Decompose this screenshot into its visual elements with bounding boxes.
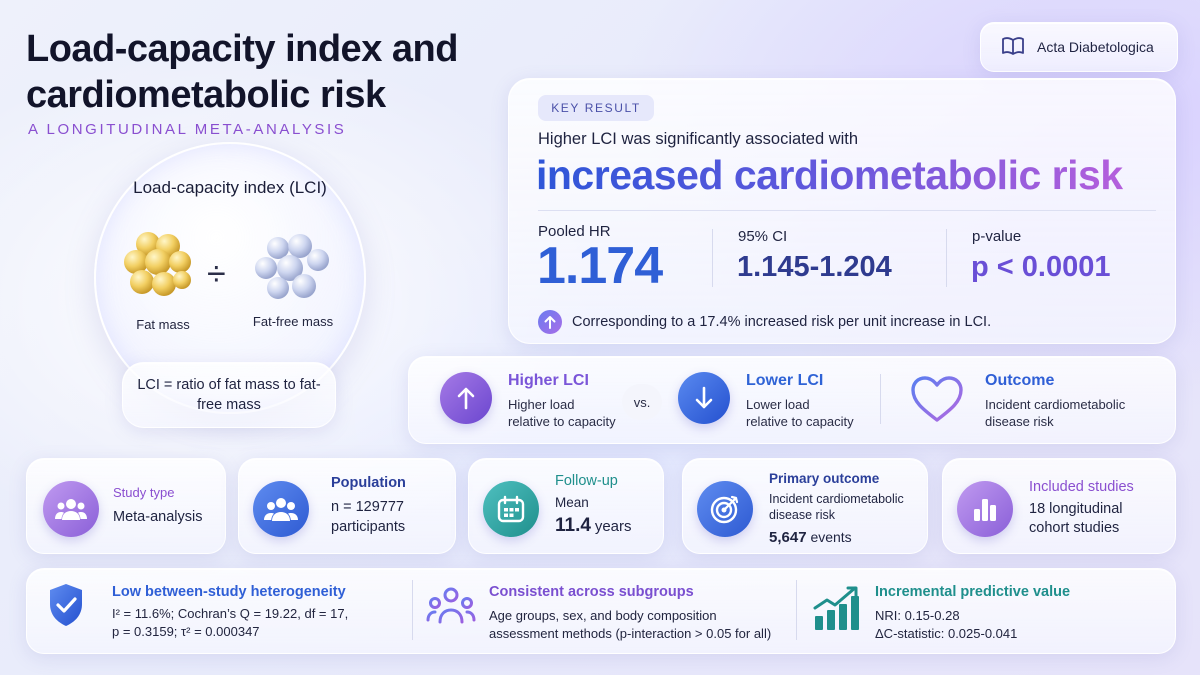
heterogeneity-line2: p = 0.3159; τ² = 0.000347 — [112, 624, 260, 639]
lci-definition-text: LCI = ratio of fat mass to fat-free mass — [137, 377, 321, 413]
predictive-title: Incremental predictive value — [875, 584, 1071, 600]
heterogeneity-title: Low between-study heterogeneity — [112, 584, 346, 600]
arrow-up-icon — [538, 310, 562, 334]
divider — [796, 580, 797, 640]
bottom-panel — [26, 568, 1176, 654]
divider — [712, 229, 713, 287]
subgroups-line1: Age groups, sex, and body composition — [489, 608, 717, 623]
page-subtitle: A LONGITUDINAL META-ANALYSIS — [28, 121, 347, 138]
p-value: p < 0.0001 — [971, 251, 1111, 283]
population-count: n = 129777 — [331, 499, 404, 515]
people-group-icon — [43, 481, 99, 537]
pooled-hr-label: Pooled HR — [538, 223, 611, 240]
lower-lci-line2: relative to capacity — [746, 414, 854, 429]
events-count: 5,647 — [769, 529, 807, 546]
divide-icon: ÷ — [207, 255, 226, 293]
lower-lci-title: Lower LCI — [746, 372, 824, 389]
target-icon — [697, 481, 753, 537]
footnote-text: Corresponding to a 17.4% increased risk … — [572, 314, 992, 330]
study-type-value: Meta-analysis — [113, 509, 203, 525]
p-value-label: p-value — [972, 228, 1022, 245]
divider — [538, 210, 1156, 211]
higher-lci-desc: Higher load relative to capacity — [508, 396, 616, 430]
comparison-panel — [408, 356, 1176, 444]
followup-years: 11.4 — [555, 515, 591, 536]
study-type-label: Study type — [113, 485, 175, 500]
calendar-icon — [483, 481, 539, 537]
page-title: Load-capacity index and cardiometabolic … — [26, 28, 458, 116]
bar-chart-icon — [957, 481, 1013, 537]
vs-badge: vs. — [622, 384, 662, 420]
subgroups-title: Consistent across subgroups — [489, 584, 694, 600]
study-type-card: Study type Meta-analysis — [26, 458, 226, 554]
ci-label: 95% CI — [738, 228, 788, 245]
journal-name: Acta Diabetologica — [1037, 39, 1154, 55]
book-icon — [1001, 36, 1025, 59]
divider — [880, 374, 881, 424]
included-studies-line2: cohort studies — [1029, 520, 1120, 536]
ci-value: 1.145-1.204 — [737, 251, 892, 283]
followup-unit: years — [594, 518, 632, 535]
primary-outcome-line2: disease risk — [769, 508, 835, 522]
events-unit: events — [810, 529, 852, 545]
divider — [412, 580, 413, 640]
followup-value: 11.4 years — [555, 515, 632, 537]
lower-lci-desc: Lower load relative to capacity — [746, 396, 854, 430]
divider — [946, 229, 947, 287]
lci-definition: LCI = ratio of fat mass to fat-free mass — [122, 362, 336, 428]
heterogeneity-line1: I² = 11.6%; Cochran’s Q = 19.22, df = 17… — [112, 606, 349, 621]
key-result-footnote: Corresponding to a 17.4% increased risk … — [538, 310, 991, 334]
arrow-down-icon — [678, 372, 730, 424]
subgroups-line2: assessment methods (p-interaction > 0.05… — [489, 626, 772, 641]
lower-lci-line1: Lower load — [746, 397, 810, 412]
followup-mean: Mean — [555, 495, 589, 510]
predictive-text: NRI: 0.15-0.28 ΔC-statistic: 0.025-0.041 — [875, 607, 1017, 643]
fat-free-mass-icon — [252, 230, 334, 306]
predictive-line2: ΔC-statistic: 0.025-0.041 — [875, 626, 1018, 641]
population-unit: participants — [331, 519, 406, 535]
people-network-icon — [426, 586, 476, 631]
higher-lci-title: Higher LCI — [508, 372, 589, 389]
outcome-line2: disease risk — [985, 414, 1054, 429]
outcome-desc: Incident cardiometabolic disease risk — [985, 396, 1125, 430]
higher-lci-line1: Higher load — [508, 397, 575, 412]
higher-lci-line2: relative to capacity — [508, 414, 616, 429]
included-studies-label: Included studies — [1029, 479, 1134, 495]
subgroups-text: Age groups, sex, and body composition as… — [489, 607, 771, 643]
pooled-hr-value: 1.174 — [537, 237, 663, 295]
followup-label: Follow-up — [555, 473, 618, 489]
fat-free-mass-label: Fat-free mass — [252, 314, 334, 329]
shield-check-icon — [46, 582, 86, 633]
included-studies-card: Included studies 18 longitudinal cohort … — [942, 458, 1176, 554]
fat-mass-icon — [118, 226, 198, 306]
arrow-up-icon — [440, 372, 492, 424]
primary-outcome-label: Primary outcome — [769, 471, 880, 486]
primary-outcome-line1: Incident cardiometabolic — [769, 492, 904, 506]
population-card: Population n = 129777 participants — [238, 458, 456, 554]
key-result-headline: increased cardiometabolic risk — [536, 152, 1123, 198]
primary-outcome-desc: Incident cardiometabolic disease risk — [769, 491, 904, 523]
journal-badge[interactable]: Acta Diabetologica — [980, 22, 1178, 72]
fat-mass-label: Fat mass — [136, 317, 190, 332]
population-label: Population — [331, 475, 406, 491]
heart-icon — [908, 374, 966, 429]
primary-outcome-card: Primary outcome Incident cardiometabolic… — [682, 458, 928, 554]
primary-outcome-events: 5,647 events — [769, 529, 852, 546]
key-result-chip: KEY RESULT — [538, 95, 654, 121]
key-result-lead: Higher LCI was significantly associated … — [538, 130, 859, 148]
outcome-title: Outcome — [985, 372, 1055, 389]
population-icon — [253, 481, 309, 537]
heterogeneity-text: I² = 11.6%; Cochran’s Q = 19.22, df = 17… — [112, 605, 348, 641]
lci-title: Load-capacity index (LCI) — [133, 178, 327, 197]
followup-card: Follow-up Mean 11.4 years — [468, 458, 664, 554]
predictive-line1: NRI: 0.15-0.28 — [875, 608, 960, 623]
included-studies-line1: 18 longitudinal — [1029, 501, 1123, 517]
growth-chart-icon — [812, 584, 862, 637]
outcome-line1: Incident cardiometabolic — [985, 397, 1126, 412]
key-result-panel — [508, 78, 1176, 344]
